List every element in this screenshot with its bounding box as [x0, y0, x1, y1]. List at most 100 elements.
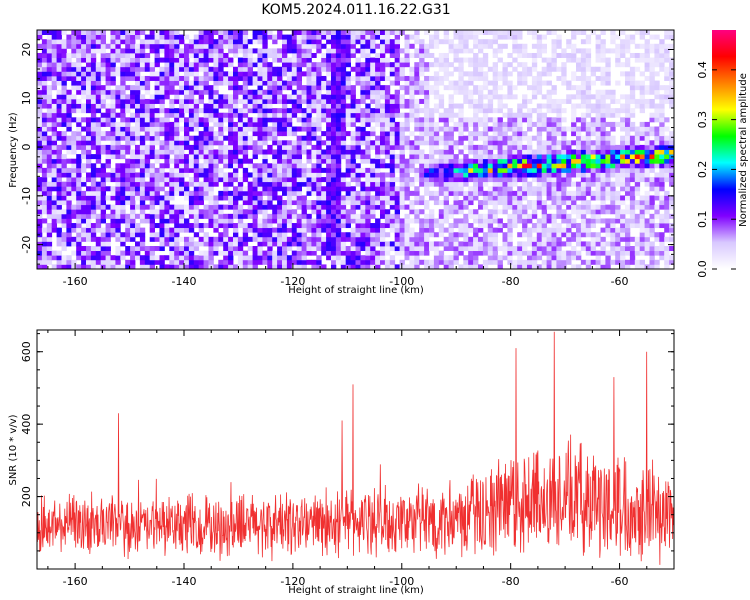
- heatmap-cell: [429, 213, 435, 219]
- heatmap-cell: [184, 255, 190, 261]
- heatmap-cell: [541, 117, 547, 123]
- heatmap-cell: [272, 126, 278, 132]
- heatmap-cell: [571, 71, 577, 77]
- heatmap-cell: [414, 135, 420, 141]
- heatmap-cell: [179, 190, 185, 196]
- heatmap-cell: [179, 259, 185, 265]
- heatmap-cell: [267, 177, 273, 183]
- heatmap-cell: [497, 144, 503, 150]
- heatmap-cell: [257, 30, 263, 35]
- heatmap-cell: [585, 66, 592, 72]
- heatmap-cell: [556, 131, 562, 137]
- heatmap-cell: [208, 204, 214, 210]
- heatmap-cell: [66, 213, 72, 219]
- heatmap-cell: [375, 167, 381, 173]
- heatmap-cell: [81, 177, 87, 183]
- heatmap-cell: [228, 43, 234, 49]
- heatmap-cell: [139, 121, 146, 127]
- heatmap-cell: [541, 140, 547, 146]
- heatmap-cell: [41, 186, 48, 192]
- heatmap-cell: [345, 246, 351, 252]
- heatmap-cell: [380, 204, 386, 210]
- heatmap-cell: [326, 94, 332, 100]
- heatmap-cell: [345, 195, 351, 201]
- heatmap-cell: [286, 195, 293, 201]
- heatmap-cell: [512, 149, 518, 155]
- heatmap-cell: [482, 94, 489, 100]
- heatmap-cell: [100, 246, 106, 252]
- heatmap-cell: [198, 227, 204, 233]
- heatmap-cell: [218, 241, 224, 247]
- heatmap-cell: [370, 232, 376, 238]
- heatmap-cell: [473, 227, 479, 233]
- heatmap-cell: [556, 52, 562, 58]
- heatmap-cell: [331, 246, 337, 252]
- heatmap-cell: [46, 39, 53, 45]
- heatmap-cell: [233, 30, 239, 35]
- heatmap-cell: [389, 213, 396, 219]
- heatmap-cell: [139, 144, 146, 150]
- heatmap-cell: [198, 43, 204, 49]
- heatmap-cell: [438, 94, 445, 100]
- heatmap-cell: [71, 75, 77, 81]
- heatmap-cell: [375, 172, 381, 178]
- heatmap-cell: [105, 246, 111, 252]
- heatmap-cell: [149, 94, 155, 100]
- heatmap-cell: [262, 213, 268, 219]
- heatmap-cell: [105, 236, 111, 242]
- heatmap-cell: [41, 167, 48, 173]
- heatmap-cell: [438, 250, 445, 256]
- heatmap-cell: [198, 85, 204, 91]
- heatmap-cell: [355, 71, 361, 77]
- heatmap-cell: [277, 149, 283, 155]
- heatmap-cell: [590, 94, 596, 100]
- heatmap-cell: [517, 246, 523, 252]
- heatmap-cell: [340, 80, 347, 86]
- heatmap-cell: [262, 52, 268, 58]
- heatmap-cell: [551, 181, 557, 187]
- heatmap-cell: [384, 190, 391, 196]
- heatmap-cell: [355, 117, 361, 123]
- heatmap-cell: [71, 172, 77, 178]
- heatmap-cell: [321, 117, 327, 123]
- heatmap-cell: [115, 43, 121, 49]
- heatmap-cell: [37, 158, 43, 164]
- heatmap-cell: [51, 200, 57, 206]
- heatmap-cell: [590, 140, 596, 146]
- heatmap-cell: [531, 94, 538, 100]
- heatmap-cell: [130, 126, 136, 132]
- heatmap-cell: [218, 126, 224, 132]
- heatmap-cell: [546, 250, 552, 256]
- heatmap-cell: [507, 236, 513, 242]
- heatmap-cell: [541, 172, 547, 178]
- heatmap-cell: [571, 236, 577, 242]
- heatmap-cell: [286, 66, 293, 72]
- heatmap-cell: [384, 246, 391, 252]
- heatmap-cell: [277, 195, 283, 201]
- heatmap-cell: [399, 259, 405, 265]
- heatmap-cell: [81, 71, 87, 77]
- heatmap-cell: [595, 181, 601, 187]
- heatmap-cell: [272, 255, 278, 261]
- heatmap-cell: [473, 163, 479, 169]
- heatmap-cell: [458, 34, 464, 40]
- heatmap-cell: [331, 62, 337, 68]
- heatmap-cell: [507, 223, 513, 229]
- heatmap-cell: [61, 135, 67, 141]
- heatmap-cell: [267, 62, 273, 68]
- heatmap-cell: [154, 186, 160, 192]
- heatmap-cell: [174, 62, 180, 68]
- heatmap-cell: [86, 204, 92, 210]
- heatmap-cell: [291, 131, 298, 137]
- heatmap-cell: [301, 52, 307, 58]
- heatmap-cell: [561, 48, 567, 54]
- heatmap-cell: [331, 200, 337, 206]
- heatmap-cell: [188, 89, 195, 95]
- heatmap-cell: [242, 80, 249, 86]
- heatmap-cell: [419, 131, 425, 137]
- heatmap-cell: [365, 259, 371, 265]
- heatmap-cell: [365, 34, 371, 40]
- heatmap-cell: [237, 34, 244, 40]
- heatmap-cell: [394, 232, 400, 238]
- heatmap-cell: [375, 200, 381, 206]
